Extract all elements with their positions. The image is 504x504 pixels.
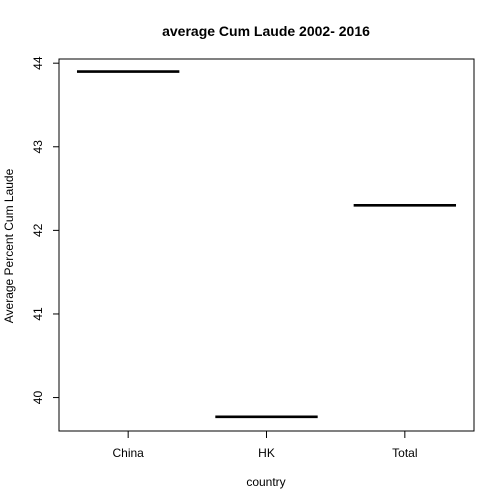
y-tick-label-1: 41: [31, 307, 45, 321]
y-tick-label-4: 44: [31, 56, 45, 70]
y-axis-label: Average Percent Cum Laude: [2, 168, 16, 323]
x-tick-label-0: China: [112, 446, 144, 460]
chart-title: average Cum Laude 2002- 2016: [162, 23, 370, 39]
x-tick-label-2: Total: [392, 446, 417, 460]
x-axis-label: country: [246, 475, 285, 489]
data-marks: [76, 70, 457, 419]
y-axis: 40 41 42 43 44: [31, 56, 59, 404]
x-tick-label-1: HK: [258, 446, 275, 460]
x-axis: China HK Total: [112, 431, 418, 460]
y-tick-label-2: 42: [31, 223, 45, 237]
y-tick-label-3: 43: [31, 140, 45, 154]
y-tick-label-0: 40: [31, 391, 45, 405]
